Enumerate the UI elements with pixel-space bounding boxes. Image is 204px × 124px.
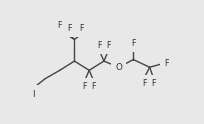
Text: F: F	[164, 59, 168, 68]
Text: F: F	[79, 24, 83, 33]
Text: F: F	[82, 82, 86, 91]
Text: F: F	[57, 20, 62, 30]
Text: O: O	[115, 63, 121, 72]
Text: F: F	[96, 41, 101, 49]
Text: F: F	[151, 79, 155, 88]
Text: F: F	[67, 24, 72, 33]
Text: F: F	[141, 79, 146, 88]
Text: F: F	[131, 39, 135, 48]
Text: F: F	[91, 82, 96, 91]
Text: F: F	[106, 41, 110, 49]
Text: I: I	[32, 90, 34, 99]
